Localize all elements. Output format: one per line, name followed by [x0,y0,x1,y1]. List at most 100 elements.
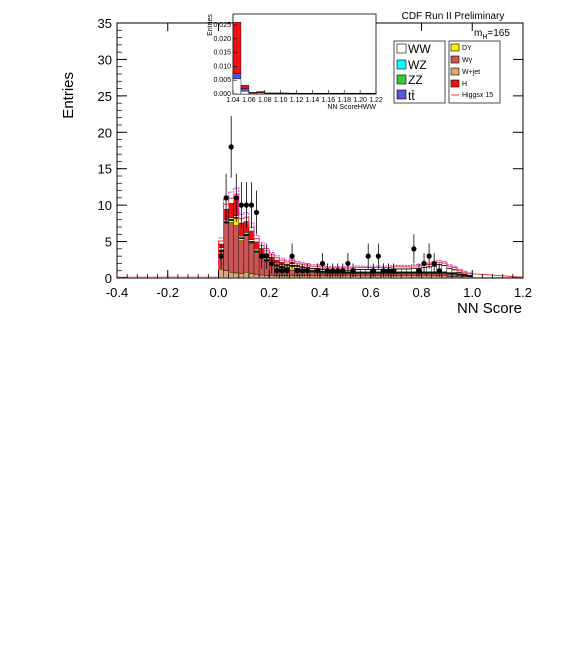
inset-y-tick-label-2: 0.010 [213,63,231,70]
data-point-30 [370,268,376,274]
bar-ww-6 [248,239,255,242]
legend-label-dy: DY [462,45,472,52]
bar-w-2 [228,222,234,273]
bar-w-27 [355,273,361,277]
inset-x-tick-label-3: 1.10 [274,97,288,104]
data-point-8 [259,253,265,259]
legend-label-zz: ZZ [408,73,423,87]
data-point-11 [274,268,280,274]
legend-swatch-ww [396,43,407,54]
legend-right: DY Wγ W+jet H Higgsx 15 [448,40,501,104]
bar-h-27 [355,269,361,270]
data-point-15 [294,268,300,274]
bar-w-29 [365,273,371,277]
legend-label-wgamma: Wγ [462,57,473,64]
bar-h-36 [401,268,407,270]
data-point-26 [350,268,356,274]
inset-y-tick-label-1: 0.005 [213,77,231,84]
data-point-7 [253,209,260,216]
bar-w-6 [248,242,255,274]
inset-x-tick-label-4: 1.12 [290,97,304,104]
mass-label: mH=165 [474,28,510,41]
bar-h-18 [309,267,316,270]
inset-x-tick-label-6: 1.16 [322,97,336,104]
data-point-21 [325,268,331,274]
bar-w-36 [401,273,407,277]
bar-ww-45 [446,267,453,273]
bar-h-6 [248,230,255,240]
header-title: CDF Run II Preliminary [402,11,505,22]
bar-w-28 [360,273,366,277]
bar-wjet-0 [218,269,224,279]
legend-swatch-wjet [450,67,460,76]
y-tick-label-0: 0 [105,271,112,286]
bar-h-47 [456,271,463,273]
inset-bar-h-3 [256,91,265,93]
y-tick-label-6: 30 [98,52,112,67]
bar-h-2 [228,203,234,219]
bar-h-28 [360,269,366,271]
data-point-10 [269,260,275,267]
data-point-39 [416,268,422,274]
x-tick-label-5: 0.6 [362,285,380,300]
bar-h-35 [395,268,402,270]
data-point-2 [228,144,234,150]
inset-y-tick-label-0: 0.000 [213,91,231,98]
bar-w-44 [441,273,448,277]
legend-swatch-zz [396,74,407,85]
inset-bar-ww-0 [232,78,242,95]
bar-ww-2 [228,217,234,220]
bar-ww-18 [309,268,316,271]
bar-h-49 [466,275,473,277]
bar-w-47 [456,275,463,278]
inset-y-tick-label-3: 0.015 [213,50,231,57]
data-points [117,115,523,278]
bar-w-41 [426,273,432,277]
inset-y-axis: 0.000 0.005 0.010 0.015 0.020 0.025 [213,22,237,98]
data-point-24 [340,268,346,274]
data-point-3 [233,195,239,201]
legend-label-h: H [462,81,467,88]
x-tick-label-0: -0.4 [106,285,128,300]
legend-label-wz: WZ [408,58,427,72]
inset-histogram [232,22,377,95]
bar-w-18 [309,271,316,277]
data-point-13 [284,268,290,274]
bar-ww-4 [238,235,245,238]
data-point-40 [421,260,427,267]
y-tick-label-7: 35 [98,16,112,31]
x-tick-label-2: 0.0 [209,285,227,300]
inset-x-tick-label-1: 1.06 [242,97,256,104]
data-point-38 [411,246,417,252]
bar-ww-7 [253,249,260,251]
inset-bar-h-2 [248,92,258,94]
bar-w-3 [233,225,240,274]
bar-w-40 [421,273,427,277]
inset-y-label: Entries [207,14,214,36]
x-axis: -0.4 -0.2 0.0 0.2 0.4 0.6 0.8 1.0 1.2 [106,23,532,300]
inset-bar-ww-1 [240,91,250,95]
y-tick-label-4: 20 [98,125,112,140]
data-point-41 [426,253,432,259]
bar-h-44 [441,264,448,266]
data-point-32 [380,268,387,274]
bar-h-46 [451,269,458,271]
data-point-43 [436,268,442,274]
bar-h-29 [365,269,371,271]
legend-swatch-wz [396,59,407,70]
bar-w-38 [411,273,417,277]
bar-w-42 [431,273,437,277]
bar-w-45 [446,274,453,277]
y-tick-label-3: 15 [98,162,112,177]
data-point-4 [238,202,244,208]
bar-h-7 [253,241,260,250]
x-tick-label-6: 0.8 [412,285,430,300]
y-axis-label: Entries [60,72,77,119]
data-point-17 [304,268,310,274]
y-tick-label-5: 25 [98,89,112,104]
data-point-16 [299,268,305,274]
data-point-1 [223,195,229,201]
bar-h-45 [446,267,453,269]
bar-w-25 [345,273,351,277]
